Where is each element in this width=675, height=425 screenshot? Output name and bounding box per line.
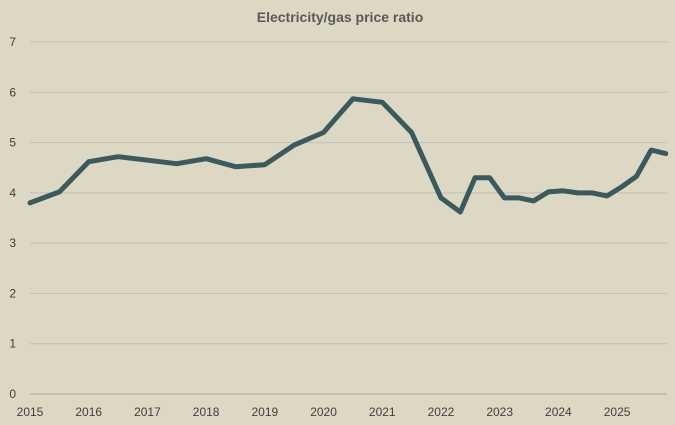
y-tick-labels: 0 1 2 3 4 5 6 7: [9, 35, 16, 401]
x-tick-label: 2022: [428, 405, 455, 419]
x-tick-label: 2016: [75, 405, 102, 419]
y-tick-label: 3: [9, 236, 16, 250]
y-tick-label: 4: [9, 186, 16, 200]
x-tick-label: 2025: [604, 405, 631, 419]
series-line: [27, 96, 669, 215]
x-tick-label: 2024: [545, 405, 572, 419]
y-tick-label: 2: [9, 286, 16, 300]
y-tick-label: 5: [9, 136, 16, 150]
y-tick-label: 7: [9, 35, 16, 49]
y-tick-label: 1: [9, 337, 16, 351]
x-tick-labels: 2015 2016 2017 2018 2019 2020 2021 2022 2023 2024…: [17, 405, 631, 419]
x-tick-label: 2017: [134, 405, 161, 419]
x-tick-label: 2019: [251, 405, 278, 419]
x-tick-label: 2015: [17, 405, 44, 419]
x-tick-label: 2018: [193, 405, 220, 419]
x-tick-label: 2023: [486, 405, 513, 419]
x-tick-label: 2021: [369, 405, 396, 419]
x-tick-label: 2020: [310, 405, 337, 419]
y-tick-label: 6: [9, 85, 16, 99]
y-gridlines: [30, 41, 667, 345]
series-layer: [27, 96, 669, 215]
y-tick-label: 0: [9, 387, 16, 401]
chart-title: Electricity/gas price ratio: [257, 9, 424, 25]
